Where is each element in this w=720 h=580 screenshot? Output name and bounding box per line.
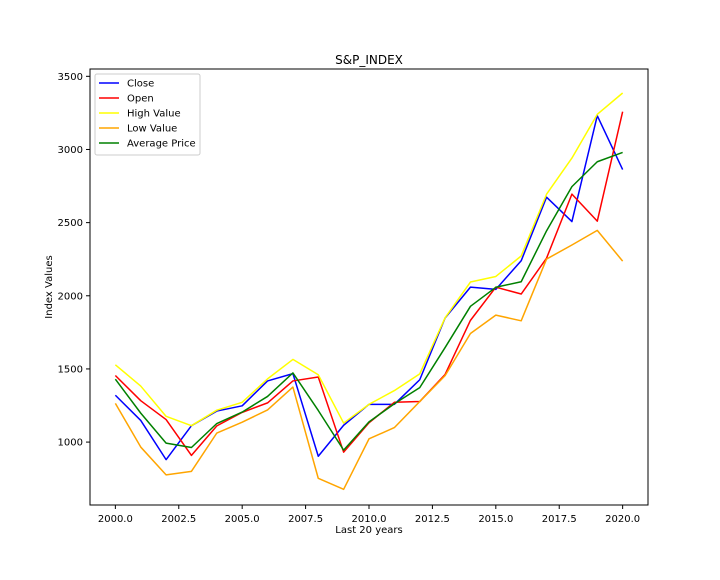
- x-axis-label: Last 20 years: [335, 525, 402, 536]
- legend-label-open: Open: [127, 94, 154, 105]
- series-line-average-price: [114, 151, 623, 451]
- x-tick-label: 2015.0: [478, 514, 513, 525]
- x-tick-label: 2002.5: [161, 514, 196, 525]
- x-tick-label: 2012.5: [415, 514, 450, 525]
- legend-label-low-value: Low Value: [127, 124, 177, 135]
- legend: Close Open High Value Low Value Average Pric…: [94, 73, 201, 156]
- series-line-high-value: [114, 92, 624, 427]
- x-tick-label: 2005.0: [225, 514, 260, 525]
- legend-label-close: Close: [127, 79, 154, 90]
- y-tick-label: 2000: [58, 291, 83, 302]
- y-tick-label: 1500: [58, 364, 83, 375]
- legend-label-average-price: Average Price: [127, 139, 196, 150]
- y-axis-label: Index Values: [44, 255, 55, 318]
- x-tick-label: 2000.0: [98, 514, 133, 525]
- y-tick-label: 3000: [58, 145, 83, 156]
- series-line-low-value: [114, 229, 624, 491]
- chart-title: S&P_INDEX: [335, 53, 403, 67]
- legend-label-high-value: High Value: [127, 109, 181, 120]
- y-tick-label: 2500: [58, 218, 83, 229]
- y-tick-label: 3500: [58, 72, 83, 83]
- x-tick-label: 2007.5: [288, 514, 323, 525]
- x-tick-label: 2017.5: [542, 514, 577, 525]
- y-tick-label: 1000: [58, 438, 83, 449]
- x-tick-label: 2020.0: [605, 514, 640, 525]
- x-tick-label: 2010.0: [352, 514, 387, 525]
- series-line-close: [114, 114, 624, 461]
- legend-box: [94, 73, 201, 156]
